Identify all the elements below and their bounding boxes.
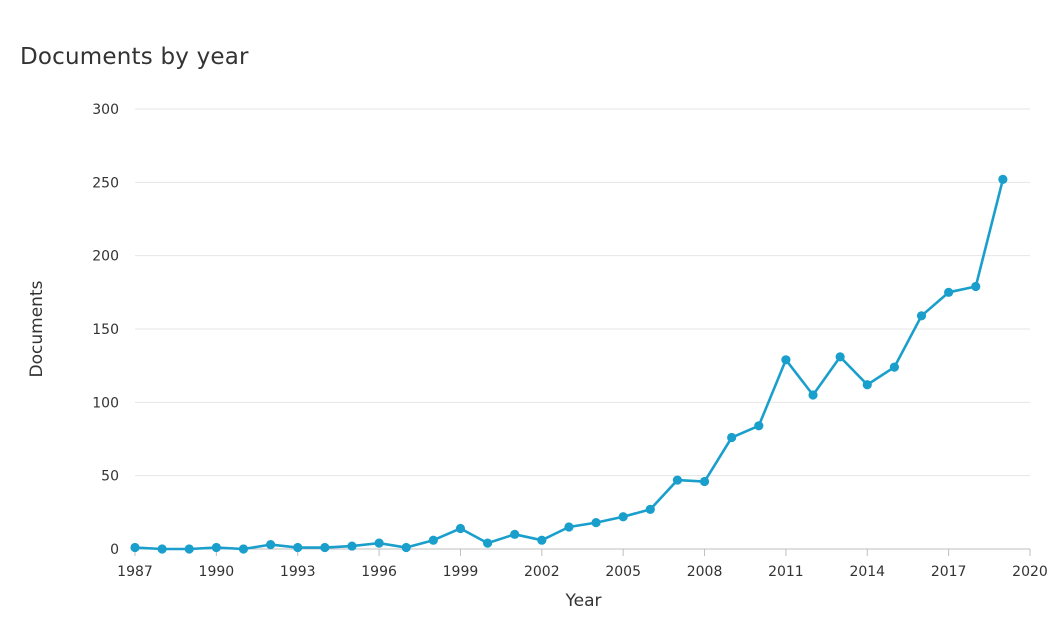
x-tick-label: 2002 [524,564,560,580]
data-point-1999[interactable] [455,523,466,534]
x-tick-label: 2014 [849,564,885,580]
data-point-1991[interactable] [238,544,249,554]
data-point-2010[interactable] [754,421,764,431]
data-point-2012[interactable] [808,390,818,400]
y-tick-label: 150 [92,322,119,338]
data-point-2004[interactable] [591,518,601,528]
data-point-2019[interactable] [998,174,1008,184]
data-point-2015[interactable] [889,362,899,372]
data-point-2009[interactable] [727,432,737,443]
series [130,174,1008,554]
data-point-2002[interactable] [537,535,547,545]
y-tick-label: 300 [92,102,119,118]
data-point-1989[interactable] [184,544,194,554]
series-line [133,178,1005,551]
x-tick-label: 1996 [361,564,397,580]
x-tick-label: 1987 [117,564,153,580]
y-tick-labels: 0 50 100 150 200 250 300 [92,102,119,558]
data-point-2018[interactable] [971,281,981,292]
data-point-1997[interactable] [401,542,411,553]
y-tick-label: 0 [110,542,119,558]
data-point-2016[interactable] [916,311,927,321]
data-point-1990[interactable] [211,542,221,553]
x-tick-label: 1993 [280,564,316,580]
data-point-2000[interactable] [482,538,493,548]
x-tick-label: 1999 [443,564,479,580]
data-point-2017[interactable] [944,287,954,297]
x-tick-label: 2008 [687,564,723,580]
x-tick-label: 1990 [199,564,235,580]
x-tick-label: 2005 [605,564,641,580]
x-tick-label: 2017 [931,564,967,580]
y-tick-label: 250 [92,175,119,191]
data-point-2007[interactable] [672,475,683,485]
y-tick-label: 50 [101,469,119,485]
data-point-2011[interactable] [781,355,791,365]
data-point-2003[interactable] [564,522,574,532]
data-point-2008[interactable] [699,476,710,487]
data-point-2005[interactable] [618,512,628,522]
data-point-1988[interactable] [157,544,167,554]
y-tick-label: 200 [92,249,119,265]
grid-lines [135,108,1030,477]
data-point-2014[interactable] [862,380,872,390]
chart-title: Documents by year [20,44,249,70]
data-point-2001[interactable] [510,529,520,539]
axes [134,548,1031,556]
data-point-1992[interactable] [266,540,276,550]
y-tick-label: 100 [92,395,119,411]
data-point-1995[interactable] [347,541,357,551]
data-point-1998[interactable] [428,535,438,545]
data-point-1996[interactable] [374,538,384,548]
data-point-2013[interactable] [835,352,845,362]
data-point-1987[interactable] [130,542,140,553]
data-point-1994[interactable] [320,542,330,553]
x-tick-labels: 1987 1990 1993 1996 1999 2002 2005 2008 2011 2014… [117,564,1048,580]
data-point-1993[interactable] [293,542,303,553]
x-axis-title: Year [565,591,602,611]
x-tick-label: 2020 [1012,564,1048,580]
x-tick-label: 2011 [768,564,804,580]
data-point-2006[interactable] [645,504,655,514]
y-axis-title: Documents [27,280,47,377]
